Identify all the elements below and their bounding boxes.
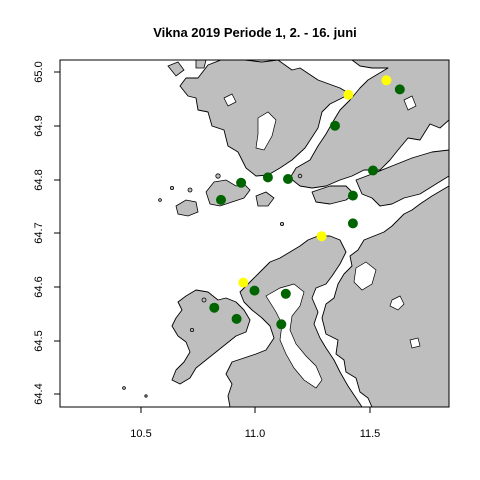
green-point — [236, 177, 247, 188]
land-island-north-rocks-2 — [195, 60, 207, 69]
land-skerry-4 — [158, 198, 162, 202]
land-vikna-island-2 — [175, 199, 199, 217]
land-skerry-3 — [169, 185, 174, 190]
green-point — [262, 172, 273, 183]
land-central-south — [225, 235, 363, 407]
y-tick-label: 64.7 — [33, 222, 45, 243]
green-point — [368, 165, 378, 176]
lake-east-1 — [389, 295, 405, 311]
land-skerry-10 — [279, 221, 284, 226]
fjord-central-south — [265, 283, 323, 389]
green-point — [283, 174, 293, 184]
x-tick-label: 10.5 — [130, 428, 151, 440]
land-skerry-6 — [189, 327, 194, 332]
green-point — [209, 302, 220, 313]
land-skerry-2 — [187, 187, 193, 193]
green-point — [330, 120, 340, 131]
yellow-point — [316, 231, 327, 242]
land-skerry-9 — [297, 173, 303, 179]
green-point — [280, 288, 291, 299]
fjord-east-inlet — [353, 261, 377, 291]
green-point — [276, 319, 287, 330]
land-skerry-8 — [144, 394, 148, 398]
green-point — [231, 313, 242, 324]
green-point — [216, 194, 226, 205]
yellow-point — [381, 75, 392, 86]
land-southwest — [171, 289, 251, 385]
land-skerry-7 — [122, 386, 126, 390]
lake-north-1 — [223, 93, 237, 107]
y-tick-label: 64.4 — [33, 383, 45, 404]
land-fjord-island-1 — [355, 149, 449, 207]
land-island-north-rocks — [167, 61, 185, 77]
yellow-point — [343, 89, 354, 100]
yellow-point — [238, 277, 249, 288]
green-point — [347, 218, 358, 229]
green-point — [249, 285, 260, 296]
x-axis: 10.5 11.0 11.5 — [130, 406, 381, 440]
chart-title: Vikna 2019 Periode 1, 2. - 16. juni — [153, 25, 357, 40]
green-point — [394, 84, 405, 95]
y-tick-label: 64.5 — [33, 330, 45, 351]
green-point — [347, 190, 358, 201]
land-northeast — [289, 60, 449, 189]
map-panel — [60, 60, 449, 407]
x-tick-label: 11.0 — [245, 428, 266, 440]
x-tick-label: 11.5 — [360, 428, 381, 440]
fjord-north-1 — [255, 111, 277, 151]
y-tick-label: 64.8 — [33, 169, 45, 190]
land-skerry-5 — [201, 297, 207, 303]
land-vikna-island-3 — [255, 191, 275, 207]
y-tick-label: 64.6 — [33, 276, 45, 297]
y-tick-label: 65.0 — [33, 61, 45, 82]
land-skerry-1 — [215, 173, 221, 179]
y-axis: 64.4 64.5 64.6 64.7 64.8 64.9 65.0 — [33, 61, 61, 405]
land-east-mainland — [321, 185, 449, 407]
lake-northeast-1 — [403, 95, 417, 111]
observation-points — [209, 75, 405, 330]
lake-east-2 — [409, 337, 421, 349]
y-tick-label: 64.9 — [33, 115, 45, 136]
